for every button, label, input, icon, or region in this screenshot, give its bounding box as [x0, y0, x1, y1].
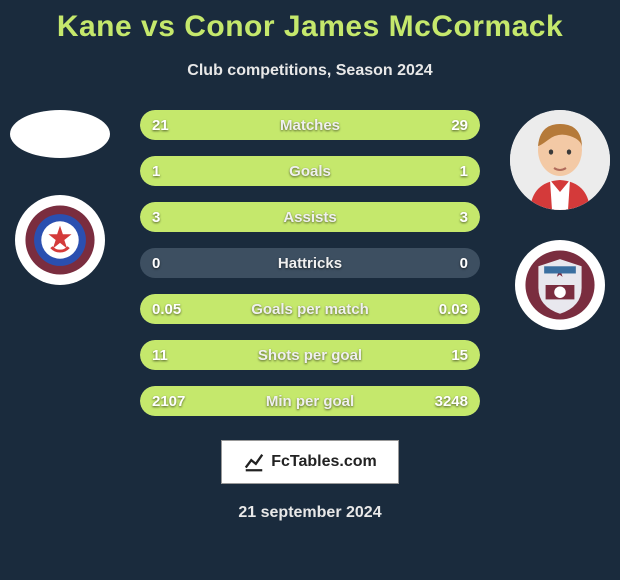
- stat-value-left: 1: [152, 156, 160, 186]
- stat-value-right: 0.03: [439, 294, 468, 324]
- stat-label: Matches: [140, 110, 480, 140]
- stat-row: Assists3 3: [140, 202, 480, 232]
- stat-value-right: 29: [451, 110, 468, 140]
- stat-row: Min per goal2107 3248: [140, 386, 480, 416]
- stat-value-right: 3248: [435, 386, 468, 416]
- stat-row: Hattricks0 0: [140, 248, 480, 278]
- stat-label: Hattricks: [140, 248, 480, 278]
- stat-row: Matches21 29: [140, 110, 480, 140]
- stat-value-left: 21: [152, 110, 169, 140]
- stat-value-left: 0: [152, 248, 160, 278]
- comparison-panel: Matches2129Goals11Assists33Hattricks00Go…: [0, 110, 620, 416]
- stat-row: Goals per match0.05 0.03: [140, 294, 480, 324]
- subtitle: Club competitions, Season 2024: [0, 62, 620, 80]
- stat-value-left: 0.05: [152, 294, 181, 324]
- stat-row: Shots per goal11 15: [140, 340, 480, 370]
- player-left-avatar: [10, 110, 110, 158]
- stat-value-right: 0: [460, 248, 468, 278]
- stat-row: Goals1 1: [140, 156, 480, 186]
- stats-rows: Matches2129Goals11Assists33Hattricks00Go…: [140, 110, 480, 416]
- player-left-club-crest: [15, 195, 105, 285]
- stat-value-right: 3: [460, 202, 468, 232]
- stat-value-left: 11: [152, 340, 168, 370]
- club-crest-icon: [24, 204, 96, 276]
- player-right-avatar: [510, 110, 610, 210]
- brand-logo-text: FcTables.com: [271, 453, 377, 471]
- stat-value-right: 15: [451, 340, 468, 370]
- stat-value-left: 2107: [152, 386, 185, 416]
- stat-label: Shots per goal: [140, 340, 480, 370]
- stat-label: Assists: [140, 202, 480, 232]
- person-icon: [510, 110, 610, 210]
- brand-logo[interactable]: FcTables.com: [221, 440, 399, 484]
- stat-value-right: 1: [460, 156, 468, 186]
- chart-line-icon: [243, 451, 265, 473]
- page-title: Kane vs Conor James McCormack: [0, 0, 620, 44]
- date: 21 september 2024: [0, 504, 620, 522]
- club-crest-icon: [524, 249, 596, 321]
- player-right-club-crest: [515, 240, 605, 330]
- stat-label: Min per goal: [140, 386, 480, 416]
- stat-label: Goals: [140, 156, 480, 186]
- stat-label: Goals per match: [140, 294, 480, 324]
- stat-value-left: 3: [152, 202, 160, 232]
